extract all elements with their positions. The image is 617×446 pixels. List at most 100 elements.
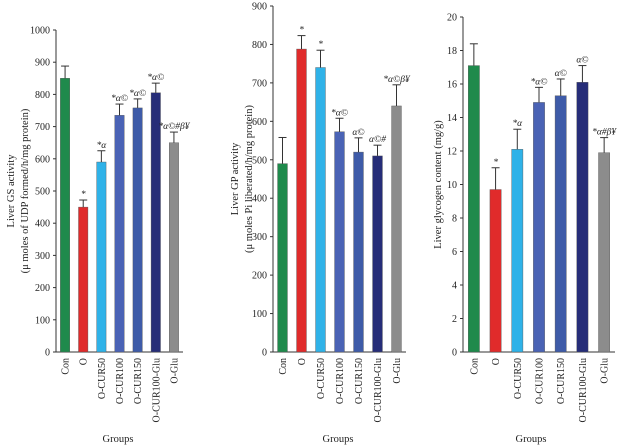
y-tick-label: 1000 bbox=[30, 26, 50, 37]
bar-o-cur50 bbox=[96, 161, 107, 353]
bar-con bbox=[468, 65, 480, 353]
category-label: O-CUR150 bbox=[556, 358, 567, 404]
category-label: O-CUR150 bbox=[354, 358, 365, 404]
category-label: O-Glu bbox=[600, 358, 611, 384]
significance-label: *α#β¥ bbox=[592, 128, 617, 138]
significance-label: *α bbox=[96, 141, 107, 151]
category-label: O-Glu bbox=[169, 358, 180, 384]
y-tick-label: 4 bbox=[452, 281, 457, 292]
panel-glycogen: 0 2 4 6 8 10 12 14 16 18 20 Con * O *α O-CUR50 *α© O-CUR1… bbox=[433, 13, 617, 446]
y-tick-label: 700 bbox=[35, 122, 50, 133]
bar-con bbox=[60, 78, 70, 353]
x-axis-title: Groups bbox=[516, 434, 547, 445]
bar-o-cur150 bbox=[554, 95, 567, 353]
y-tick-label: 800 bbox=[35, 90, 50, 101]
y-axis-title: Liver glycogen content (mg/g) bbox=[433, 120, 444, 249]
x-axis-title: Groups bbox=[103, 434, 134, 445]
category-label: Con bbox=[469, 358, 480, 375]
significance-label: α© bbox=[555, 68, 567, 79]
y-tick-label: 800 bbox=[252, 40, 267, 51]
significance-label: *α bbox=[512, 119, 523, 129]
bar-o-cur100-glu bbox=[372, 155, 383, 353]
y-tick-label: 100 bbox=[252, 309, 267, 320]
significance-label: * bbox=[493, 158, 498, 168]
bar-o-cur100 bbox=[533, 102, 545, 353]
significance-label: *α©β¥ bbox=[383, 74, 411, 85]
bar-o bbox=[296, 48, 307, 353]
panel-gs: 0 100 200 300 400 500 600 700 800 900 1000 Con * O *α O… bbox=[6, 26, 191, 446]
y-tick-label: 0 bbox=[452, 348, 457, 359]
category-label: O-CUR50 bbox=[97, 358, 108, 399]
bar-o-cur50 bbox=[315, 67, 326, 353]
y-tick-label: 16 bbox=[447, 80, 457, 91]
significance-label: *α© bbox=[147, 72, 164, 83]
y-tick-label: 300 bbox=[35, 251, 50, 262]
y-tick-label: 20 bbox=[447, 13, 457, 24]
y-tick-label: 300 bbox=[252, 232, 267, 243]
y-tick-label: 200 bbox=[35, 283, 50, 294]
bar-o-glu bbox=[598, 152, 610, 353]
significance-label: * bbox=[318, 40, 323, 50]
category-label: O bbox=[491, 358, 502, 365]
y-axis-title: Liver GS activity bbox=[6, 154, 17, 228]
y-axis-subtitle: (μ moles Pi liberated/h/mg protein) bbox=[244, 105, 255, 253]
y-tick-label: 400 bbox=[35, 219, 50, 230]
category-label: O-CUR150 bbox=[133, 358, 144, 404]
significance-label: *α© bbox=[111, 93, 128, 104]
y-tick-label: 6 bbox=[452, 247, 457, 258]
significance-label: *α© bbox=[331, 107, 348, 118]
x-axis-title: Groups bbox=[323, 434, 354, 445]
bar-o-glu bbox=[169, 142, 179, 353]
y-tick-label: 900 bbox=[35, 58, 50, 69]
y-axis-subtitle: (μ moles of UDP formed/h/mg protein) bbox=[20, 108, 31, 273]
bar-o-cur50 bbox=[511, 149, 524, 353]
y-tick-label: 100 bbox=[35, 315, 50, 326]
category-label: O-CUR100 bbox=[535, 358, 546, 404]
y-tick-label: 2 bbox=[452, 314, 457, 325]
y-tick-label: 0 bbox=[262, 348, 267, 359]
y-tick-label: 0 bbox=[45, 348, 50, 359]
category-label: O-CUR100-Glu bbox=[151, 358, 162, 422]
category-label: O-CUR100 bbox=[115, 358, 126, 404]
category-label: O-CUR100-Glu bbox=[373, 358, 384, 422]
y-tick-label: 700 bbox=[252, 78, 267, 89]
y-tick-label: 18 bbox=[447, 46, 457, 57]
category-label: O bbox=[79, 358, 90, 365]
bar-o-cur100-glu bbox=[576, 82, 589, 353]
panel-gp: 0 100 200 300 400 500 600 700 800 900 Con * O * O-CUR5… bbox=[230, 2, 411, 446]
bar-o bbox=[78, 206, 89, 353]
y-tick-label: 500 bbox=[35, 187, 50, 198]
y-tick-label: 600 bbox=[35, 154, 50, 165]
bar-o-cur150 bbox=[353, 151, 364, 353]
bar-o-cur150 bbox=[132, 107, 143, 353]
y-tick-label: 900 bbox=[252, 2, 267, 13]
y-tick-label: 12 bbox=[447, 147, 457, 158]
significance-label: α© bbox=[352, 127, 364, 138]
y-tick-label: 14 bbox=[447, 113, 457, 124]
significance-label: α© bbox=[576, 55, 588, 66]
y-tick-label: 400 bbox=[252, 194, 267, 205]
category-label: O-Glu bbox=[392, 358, 403, 384]
y-axis-title: Liver GP activity bbox=[230, 142, 241, 215]
bar-o-glu bbox=[391, 105, 402, 353]
bar-con bbox=[277, 163, 288, 353]
significance-label: *α© bbox=[531, 76, 548, 87]
y-tick-label: 10 bbox=[447, 180, 457, 191]
significance-label: α©# bbox=[369, 134, 386, 145]
category-label: O bbox=[297, 358, 308, 365]
bar-o bbox=[489, 189, 502, 353]
bar-o-cur100 bbox=[114, 115, 125, 353]
category-label: O-CUR50 bbox=[513, 358, 524, 399]
category-label: Con bbox=[61, 358, 72, 375]
y-tick-label: 200 bbox=[252, 271, 267, 282]
significance-label: * bbox=[299, 26, 304, 36]
y-tick-label: 600 bbox=[252, 117, 267, 128]
category-label: Con bbox=[278, 358, 289, 375]
significance-label: * bbox=[81, 190, 86, 200]
category-label: O-CUR50 bbox=[316, 358, 327, 399]
significance-label: *α©#β¥ bbox=[158, 121, 190, 132]
y-tick-label: 500 bbox=[252, 155, 267, 166]
y-tick-label: 8 bbox=[452, 214, 457, 225]
significance-label: *α© bbox=[129, 88, 146, 99]
